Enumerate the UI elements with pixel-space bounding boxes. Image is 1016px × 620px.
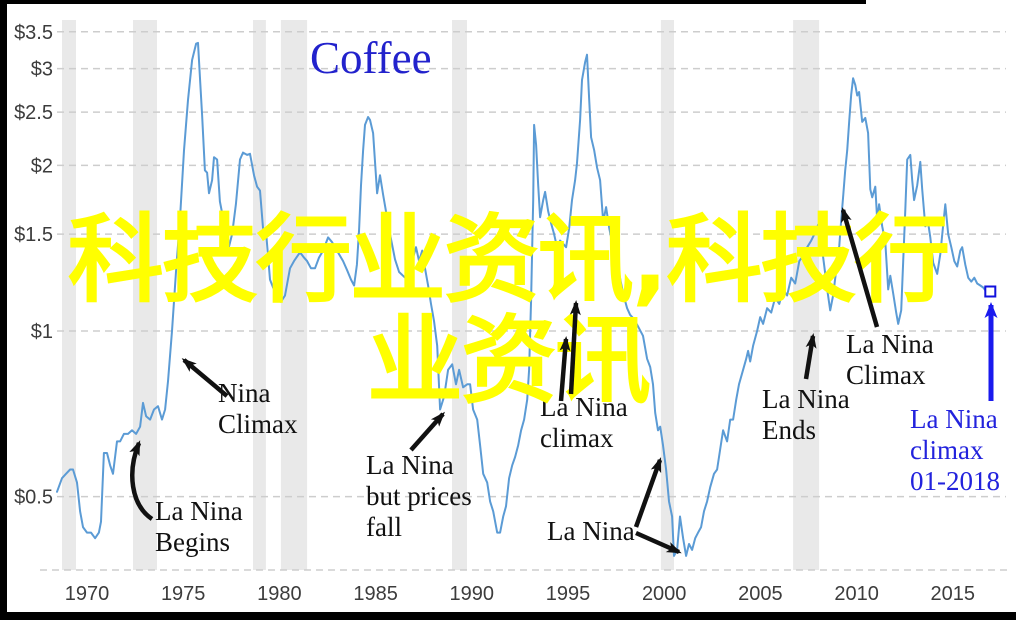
x-axis-tick-label: 2000 — [642, 583, 687, 605]
y-axis-tick-label: $3.5 — [14, 22, 53, 44]
x-axis-tick-label: 1980 — [257, 583, 302, 605]
axis-labels-layer: $3.5 $3 $2.5 $2 $1.5 $1 $0.5 1970 1975 1980 1985 19… — [14, 22, 975, 605]
bottom-border-bar — [0, 612, 1016, 620]
annotation-la-nina-but-prices-fall: La Nina but prices fall — [366, 450, 472, 542]
annotation-nina-climax-1975: Nina Climax — [218, 378, 298, 439]
annotation-la-nina-begins: La Nina Begins — [155, 496, 243, 557]
end-marker — [984, 285, 997, 298]
la-nina-band — [793, 20, 820, 570]
la-nina-band — [660, 20, 674, 570]
x-axis-tick-label: 1990 — [450, 583, 495, 605]
annotation-la-nina-climax-2018: La Nina climax 01-2018 — [910, 404, 1000, 496]
y-axis-tick-label: $2.5 — [14, 102, 53, 124]
y-axis-tick-label: $3 — [31, 59, 53, 81]
annotation-la-nina-climax-1997: La Nina climax — [540, 392, 628, 453]
x-axis-tick-label: 1985 — [353, 583, 398, 605]
annotation-la-nina-2000: La Nina — [547, 516, 635, 546]
x-axis-tick-label: 2015 — [931, 583, 976, 605]
annotation-text-layer: Nina Climax La Nina Begins La Nina but prices… — [155, 329, 1000, 557]
x-axis-tick-label: 1970 — [65, 583, 110, 605]
y-axis-tick-label: $1 — [31, 321, 53, 343]
x-axis-tick-label: 1975 — [161, 583, 206, 605]
y-axis-tick-label: $2 — [31, 155, 53, 177]
la-nina-band — [62, 20, 76, 570]
price-line — [56, 41, 988, 557]
la-nina-band — [253, 20, 266, 570]
x-axis-tick-label: 2010 — [834, 583, 879, 605]
y-axis-tick-label: $1.5 — [14, 224, 53, 246]
left-border-bar — [0, 0, 7, 620]
price-line-layer — [56, 41, 997, 557]
x-axis-tick-label: 1995 — [546, 583, 591, 605]
y-axis-tick-label: $0.5 — [14, 487, 53, 509]
la-nina-band — [452, 20, 467, 570]
annotation-la-nina-climax-2010: La Nina Climax — [846, 329, 934, 390]
top-border-bar — [0, 0, 866, 4]
gridlines-layer — [40, 31, 1009, 571]
chart-title: Coffee — [310, 33, 432, 83]
x-axis-tick-label: 2005 — [738, 583, 783, 605]
annotation-la-nina-ends: La Nina Ends — [762, 384, 850, 445]
la-nina-band — [133, 20, 157, 570]
